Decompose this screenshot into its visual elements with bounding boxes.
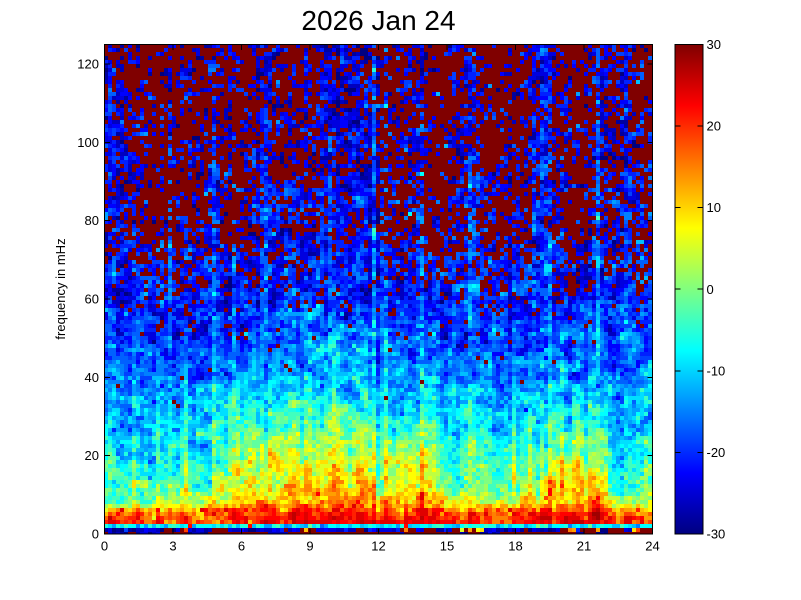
- svg-text:80: 80: [85, 213, 99, 228]
- svg-text:2026 Jan 24: 2026 Jan 24: [301, 5, 455, 36]
- svg-text:21: 21: [577, 539, 591, 554]
- svg-text:6: 6: [238, 539, 245, 554]
- svg-text:0: 0: [101, 539, 108, 554]
- svg-text:18: 18: [508, 539, 522, 554]
- svg-text:20: 20: [85, 448, 99, 463]
- svg-text:0: 0: [707, 282, 714, 297]
- svg-text:3: 3: [169, 539, 176, 554]
- svg-text:15: 15: [440, 539, 454, 554]
- svg-text:120: 120: [77, 57, 99, 72]
- svg-text:40: 40: [85, 370, 99, 385]
- svg-text:100: 100: [77, 135, 99, 150]
- svg-text:-20: -20: [707, 445, 726, 460]
- svg-text:10: 10: [707, 200, 721, 215]
- svg-text:24: 24: [645, 539, 659, 554]
- svg-text:20: 20: [707, 119, 721, 134]
- svg-text:0: 0: [92, 527, 99, 542]
- svg-text:60: 60: [85, 292, 99, 307]
- svg-text:frequency in mHz: frequency in mHz: [53, 238, 68, 339]
- svg-text:12: 12: [371, 539, 385, 554]
- svg-text:-10: -10: [707, 363, 726, 378]
- svg-text:30: 30: [707, 37, 721, 52]
- svg-text:9: 9: [306, 539, 313, 554]
- svg-text:-30: -30: [707, 527, 726, 542]
